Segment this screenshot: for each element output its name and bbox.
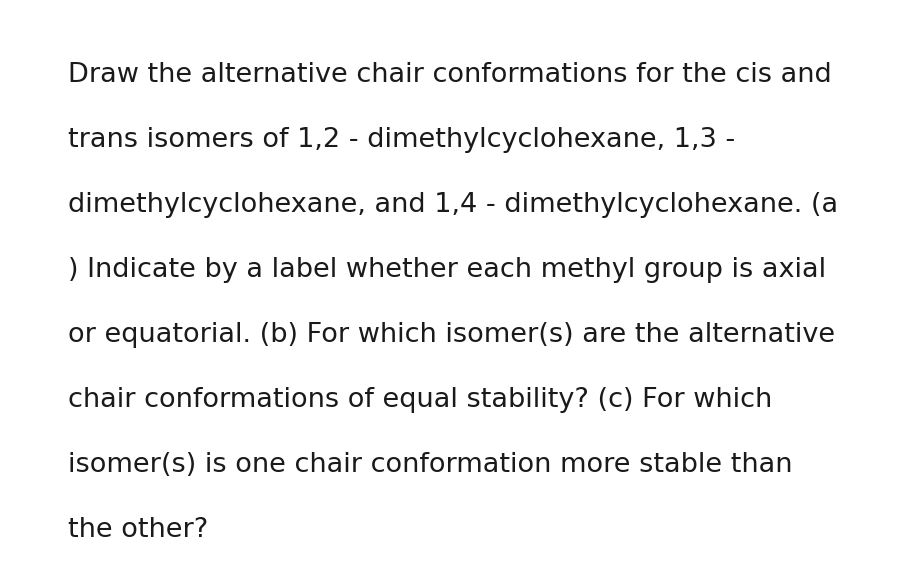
Text: Draw the alternative chair conformations for the cis and: Draw the alternative chair conformations… [68,62,831,88]
Text: or equatorial. (b) For which isomer(s) are the alternative: or equatorial. (b) For which isomer(s) a… [68,322,834,348]
Text: chair conformations of equal stability? (c) For which: chair conformations of equal stability? … [68,387,772,413]
Text: trans isomers of 1,2 - dimethylcyclohexane, 1,3 -: trans isomers of 1,2 - dimethylcyclohexa… [68,127,734,153]
Text: isomer(s) is one chair conformation more stable than: isomer(s) is one chair conformation more… [68,452,792,478]
Text: dimethylcyclohexane, and 1,4 - dimethylcyclohexane. (a: dimethylcyclohexane, and 1,4 - dimethylc… [68,192,837,218]
Text: the other?: the other? [68,517,208,543]
Text: ) Indicate by a label whether each methyl group is axial: ) Indicate by a label whether each methy… [68,257,825,283]
